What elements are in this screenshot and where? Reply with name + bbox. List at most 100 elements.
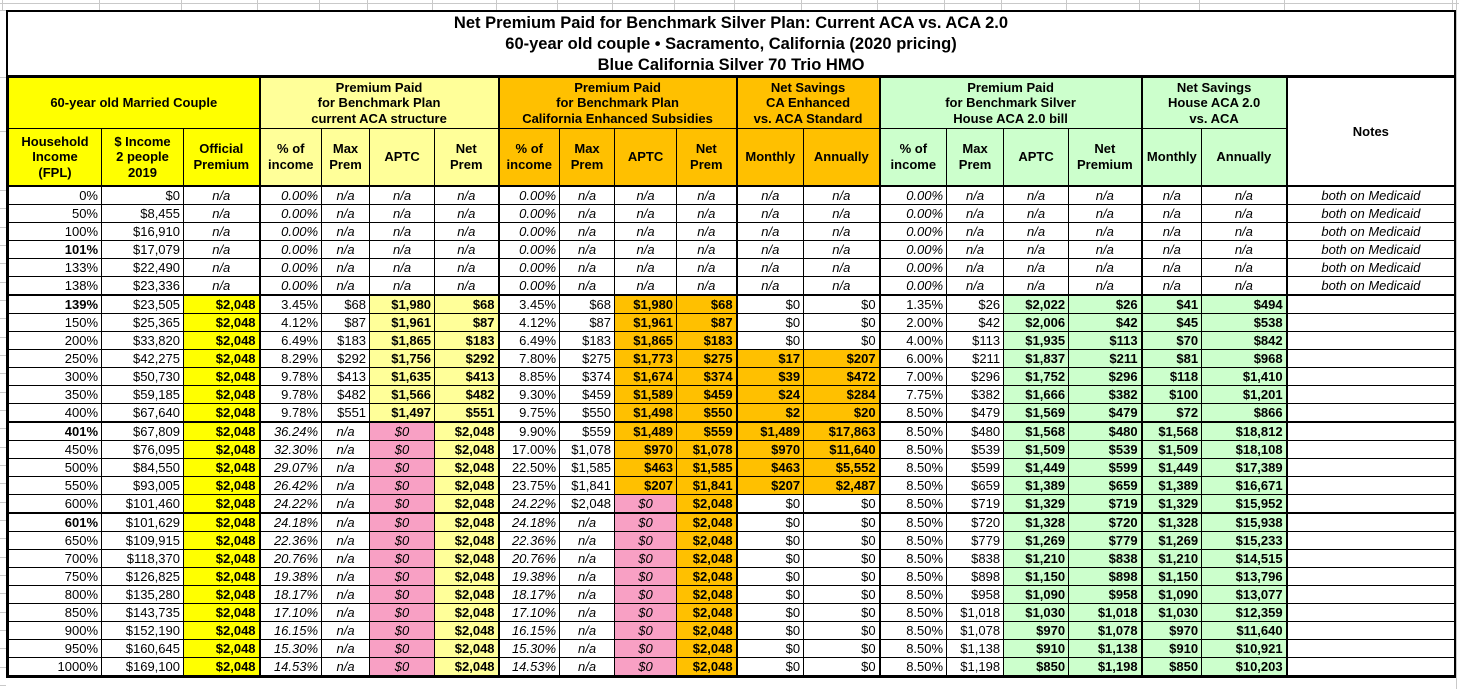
cell[interactable]: 17.00% (497, 439, 561, 459)
cell[interactable]: $68 (321, 293, 371, 314)
cell[interactable] (1285, 330, 1456, 350)
cell[interactable]: $2,048 (182, 638, 261, 658)
row-label[interactable]: 401% (8, 420, 102, 441)
cell[interactable]: $0 (803, 656, 881, 676)
cell[interactable]: $0 (369, 475, 436, 495)
cell[interactable]: $275 (559, 348, 616, 368)
cell[interactable]: n/a (321, 203, 371, 223)
row-label[interactable]: 150% (8, 312, 102, 332)
cell[interactable]: 0.00% (878, 239, 948, 259)
cell[interactable]: $1,138 (946, 638, 1005, 658)
cell[interactable]: $2,048 (559, 493, 616, 513)
row-label[interactable]: 900% (8, 620, 102, 640)
cell[interactable]: 9.30% (497, 384, 561, 404)
cell[interactable]: $2,048 (182, 548, 261, 568)
cell[interactable]: $779 (1068, 530, 1143, 550)
cell[interactable]: $1,841 (559, 475, 616, 495)
cell[interactable]: 4.12% (497, 312, 561, 332)
column-header-max-prem[interactable]: Max Prem (559, 128, 616, 187)
cell[interactable]: n/a (1003, 257, 1070, 277)
cell[interactable]: $0 (369, 620, 436, 640)
cell[interactable]: $87 (676, 312, 738, 332)
cell[interactable]: $292 (321, 348, 371, 368)
cell[interactable]: 0.00% (497, 221, 561, 241)
cell[interactable]: $72 (1140, 402, 1203, 422)
cell[interactable]: n/a (182, 203, 261, 223)
cell[interactable]: 16.15% (258, 620, 323, 640)
cell[interactable]: 0.00% (497, 185, 561, 205)
cell[interactable]: n/a (1201, 239, 1288, 259)
cell[interactable]: n/a (676, 221, 738, 241)
cell[interactable]: $2,048 (182, 602, 261, 622)
cell[interactable]: $2,048 (434, 420, 500, 441)
cell[interactable]: $0 (735, 312, 805, 332)
column-header-aptc[interactable]: APTC (1003, 128, 1070, 187)
cell[interactable]: $1,150 (1003, 566, 1070, 586)
cell[interactable]: $2,048 (434, 620, 500, 640)
cell[interactable]: $970 (614, 439, 678, 459)
cell[interactable]: $480 (1068, 420, 1143, 441)
cell[interactable]: $0 (369, 493, 436, 513)
cell[interactable]: $2,048 (182, 566, 261, 586)
cell[interactable]: n/a (321, 530, 371, 550)
row-label[interactable]: 350% (8, 384, 102, 404)
cell[interactable]: $482 (434, 384, 500, 404)
cell[interactable]: $1,269 (1003, 530, 1070, 550)
cell[interactable]: 20.76% (497, 548, 561, 568)
cell[interactable]: n/a (1003, 275, 1070, 295)
cell[interactable]: n/a (559, 239, 616, 259)
cell[interactable]: n/a (369, 185, 436, 205)
column-header-annually[interactable]: Annually (803, 128, 881, 187)
cell[interactable]: $1,568 (1140, 420, 1203, 441)
cell[interactable]: $1,585 (559, 457, 616, 477)
cell[interactable]: $2,048 (434, 511, 500, 532)
cell[interactable]: 17.10% (497, 602, 561, 622)
cell[interactable]: n/a (614, 257, 678, 277)
row-label[interactable]: 100% (8, 221, 102, 241)
cell[interactable]: n/a (803, 221, 881, 241)
cell[interactable]: $183 (434, 330, 500, 350)
cell[interactable]: 0.00% (258, 239, 323, 259)
cell[interactable]: $23,336 (101, 275, 184, 295)
cell[interactable]: 0.00% (497, 203, 561, 223)
cell[interactable]: $1,150 (1140, 566, 1203, 586)
cell[interactable]: $1,078 (559, 439, 616, 459)
row-label[interactable]: 50% (8, 203, 102, 223)
cell[interactable]: $0 (803, 638, 881, 658)
cell[interactable]: $459 (559, 384, 616, 404)
row-label[interactable]: 650% (8, 530, 102, 550)
cell[interactable]: $970 (1140, 620, 1203, 640)
cell[interactable]: $0 (614, 656, 678, 676)
cell[interactable]: n/a (321, 257, 371, 277)
cell[interactable]: $2,022 (1003, 293, 1070, 314)
cell[interactable] (1285, 638, 1456, 658)
cell[interactable]: n/a (321, 511, 371, 532)
cell[interactable]: 8.50% (878, 620, 948, 640)
cell[interactable]: n/a (1140, 257, 1203, 277)
column-header-max-prem[interactable]: Max Prem (321, 128, 371, 187)
cell[interactable]: n/a (946, 185, 1005, 205)
cell[interactable]: $1,509 (1003, 439, 1070, 459)
cell[interactable]: $0 (614, 638, 678, 658)
cell[interactable]: 8.50% (878, 420, 948, 441)
cell[interactable]: $13,077 (1201, 584, 1288, 604)
cell[interactable]: $2,048 (182, 475, 261, 495)
cell[interactable]: $152,190 (101, 620, 184, 640)
cell[interactable]: $720 (1068, 511, 1143, 532)
cell[interactable]: $207 (614, 475, 678, 495)
cell[interactable]: n/a (676, 275, 738, 295)
cell[interactable]: $382 (1068, 384, 1143, 404)
cell[interactable]: n/a (321, 620, 371, 640)
cell[interactable]: $2,048 (182, 457, 261, 477)
cell[interactable]: $26 (946, 293, 1005, 314)
cell[interactable]: 6.00% (878, 348, 948, 368)
cell[interactable] (1285, 584, 1456, 604)
cell[interactable]: $2,048 (434, 638, 500, 658)
cell[interactable] (1285, 348, 1456, 368)
cell[interactable]: n/a (735, 257, 805, 277)
cell[interactable]: both on Medicaid (1285, 203, 1456, 223)
cell[interactable]: $101,460 (101, 493, 184, 513)
cell[interactable]: 20.76% (258, 548, 323, 568)
cell[interactable]: $1,329 (1140, 493, 1203, 513)
cell[interactable]: n/a (803, 185, 881, 205)
